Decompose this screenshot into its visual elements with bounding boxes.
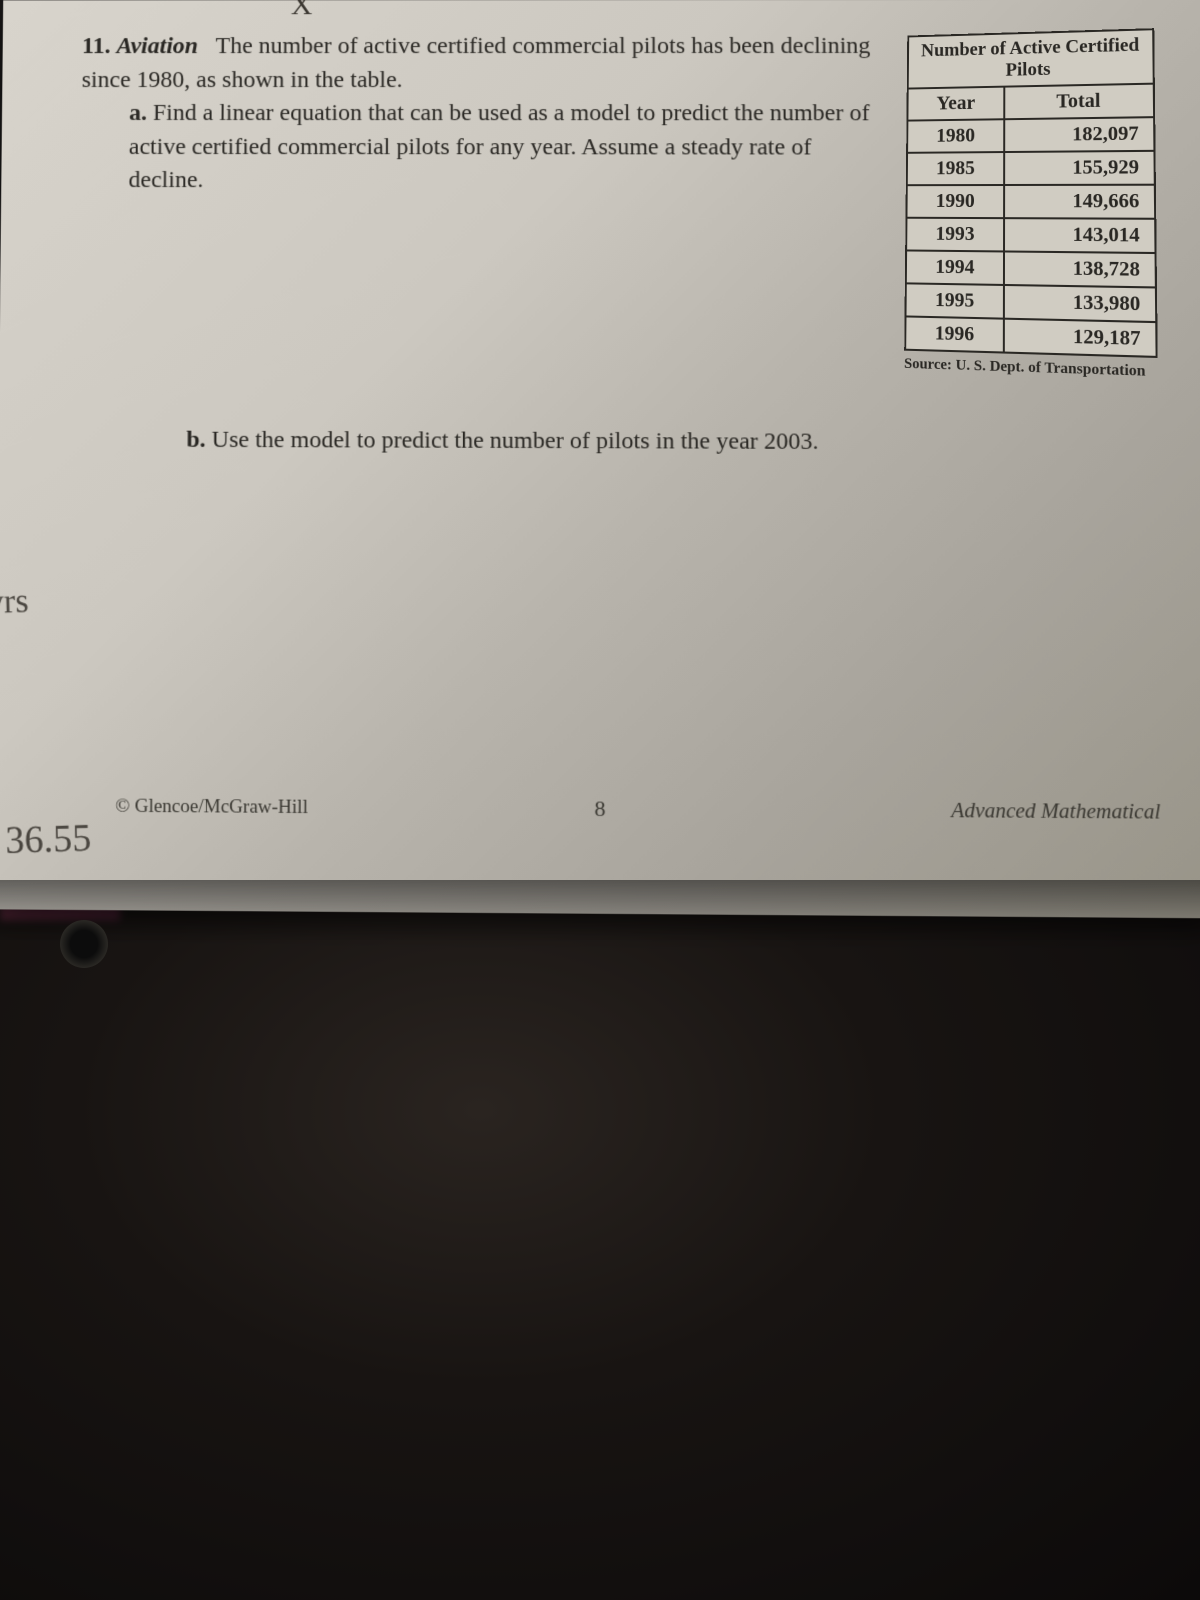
problem-11: 11. Aviation The number of active certif…	[79, 30, 1156, 376]
table-source: Source: U. S. Dept. of Transportation	[904, 354, 1158, 381]
footer-book-title: Advanced Mathematical	[951, 798, 1160, 825]
table-row: 1990149,666	[906, 184, 1155, 218]
col-year: Year	[907, 86, 1004, 120]
handwriting-yrs: yrs	[0, 582, 29, 622]
cell-year: 1985	[907, 152, 1005, 185]
problem-intro-text: The number of active certified commercia…	[82, 33, 871, 93]
cell-year: 1995	[906, 283, 1005, 318]
table-row: 1980182,097	[907, 117, 1154, 153]
col-total: Total	[1005, 83, 1154, 119]
table-row: 1993143,014	[906, 217, 1155, 252]
part-b-text: Use the model to predict the number of p…	[212, 426, 819, 454]
cell-total: 182,097	[1005, 117, 1155, 152]
table-title: Number of Active Certified Pilots	[908, 29, 1154, 88]
table-row: 1994138,728	[906, 250, 1156, 287]
part-a-label: a.	[129, 100, 147, 126]
cell-total: 149,666	[1005, 184, 1156, 218]
cell-total: 138,728	[1004, 251, 1155, 287]
problem-intro: 11. Aviation The number of active certif…	[82, 30, 872, 97]
cell-year: 1996	[905, 316, 1004, 352]
page-footer: © Glencoe/McGraw-Hill 8 Advanced Mathema…	[0, 792, 1200, 826]
problem-part-a: a. Find a linear equation that can be us…	[81, 97, 872, 199]
cell-year: 1993	[906, 217, 1004, 251]
pilots-table: Number of Active Certified Pilots Year T…	[904, 28, 1157, 357]
cell-year: 1994	[906, 250, 1005, 285]
source-label: Source:	[904, 355, 952, 373]
table-header-row: Year Total	[907, 83, 1154, 120]
cell-year: 1990	[906, 185, 1004, 218]
cell-total: 133,980	[1004, 285, 1156, 322]
worksheet-page: X 11. Aviation The number of active cert…	[0, 0, 1200, 918]
footer-page-number: 8	[594, 795, 605, 822]
cell-total: 143,014	[1004, 218, 1155, 253]
problem-title: Aviation	[116, 33, 198, 59]
cell-total: 129,187	[1004, 318, 1156, 356]
pilots-table-container: Number of Active Certified Pilots Year T…	[904, 28, 1158, 381]
table-title-row: Number of Active Certified Pilots	[908, 29, 1154, 88]
table-row: 1985155,929	[907, 151, 1155, 185]
page-edge-shadow	[0, 880, 1200, 940]
problem-text-block: 11. Aviation The number of active certif…	[81, 30, 872, 199]
photo-background-dark	[0, 900, 1200, 1600]
part-b-label: b.	[186, 426, 206, 452]
part-a-text: Find a linear equation that can be used …	[128, 100, 869, 193]
handwriting-value: = 36.55	[0, 816, 92, 864]
punch-hole	[60, 920, 108, 968]
cell-total: 155,929	[1005, 151, 1155, 185]
problem-number: 11.	[82, 33, 111, 59]
table-row: 1996129,187	[905, 316, 1156, 356]
problem-part-b: b. Use the model to predict the number o…	[78, 423, 1157, 461]
cell-year: 1980	[907, 119, 1005, 153]
table-row: 1995133,980	[906, 283, 1157, 322]
footer-copyright: © Glencoe/McGraw-Hill	[115, 795, 308, 819]
page-content: 11. Aviation The number of active certif…	[0, 0, 1200, 481]
source-text: U. S. Dept. of Transportation	[956, 357, 1146, 380]
